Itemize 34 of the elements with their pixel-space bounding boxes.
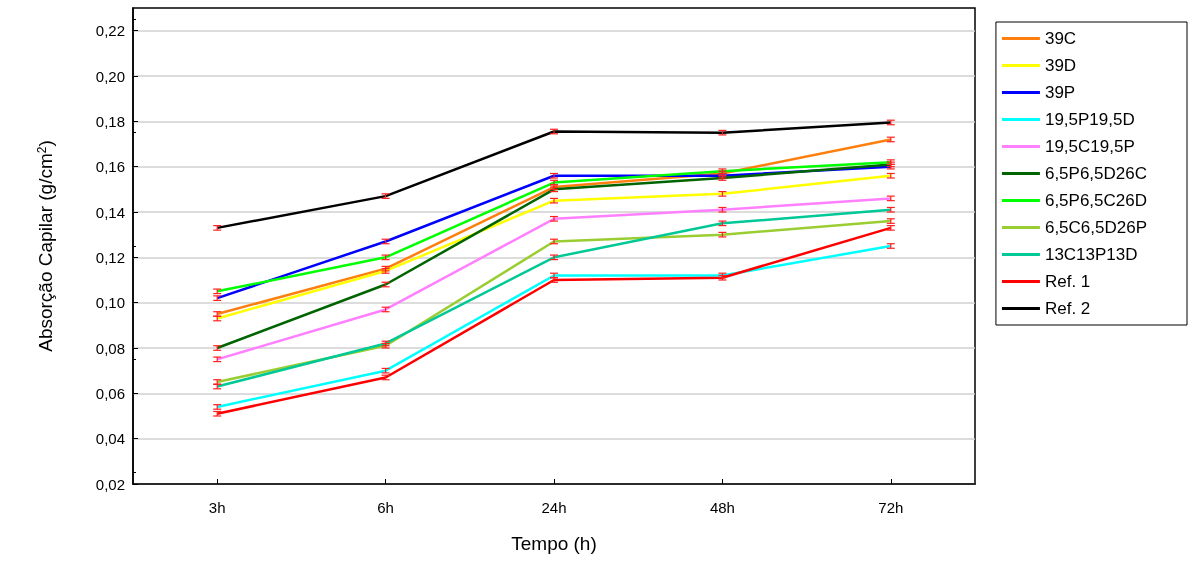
x-tick-label: 72h xyxy=(878,499,904,516)
y-tick-label: 0,06 xyxy=(95,384,125,402)
y-tick-label: 0,04 xyxy=(95,430,125,448)
line-series xyxy=(215,121,893,230)
y-tick-label: 0,02 xyxy=(95,475,125,493)
legend-label: 39C xyxy=(1044,29,1077,48)
y-axis-title: Absorção Capilar (g/cm2) xyxy=(35,140,56,352)
legend-label: Ref. 2 xyxy=(1044,299,1091,318)
x-tick-label: 24h xyxy=(541,499,567,516)
legend-label: 39D xyxy=(1044,56,1077,75)
y-tick-label: 0,12 xyxy=(95,248,125,266)
x-tick-label: 3h xyxy=(208,499,226,516)
y-tick-label: 0,20 xyxy=(95,67,125,85)
legend-label: 19,5P19,5D xyxy=(1044,110,1135,129)
line-series xyxy=(215,163,893,350)
y-tick-label: 0,08 xyxy=(95,339,125,357)
legend-label: 6,5C6,5D26P xyxy=(1044,218,1148,237)
legend-label: 19,5C19,5P xyxy=(1044,137,1135,156)
line-series xyxy=(215,197,893,361)
x-axis-title: Tempo (h) xyxy=(511,533,597,554)
legend-label: 39P xyxy=(1044,83,1076,102)
legend-label: 6,5P6,5C26D xyxy=(1044,191,1148,210)
y-tick-label: 0,18 xyxy=(95,112,125,130)
legend-label: Ref. 1 xyxy=(1044,272,1091,291)
y-tick-label: 0,22 xyxy=(95,22,125,40)
line-series xyxy=(215,138,893,316)
legend-label: 13C13P13D xyxy=(1044,245,1138,264)
x-tick-label: 48h xyxy=(709,499,735,516)
y-tick-label: 0,16 xyxy=(95,158,125,176)
y-tick-label: 0,10 xyxy=(95,294,125,312)
x-tick-label: 6h xyxy=(377,499,394,516)
y-tick-label: 0,14 xyxy=(95,203,125,221)
legend-label: 6,5P6,5D26C xyxy=(1044,164,1148,183)
line-series xyxy=(215,174,893,320)
